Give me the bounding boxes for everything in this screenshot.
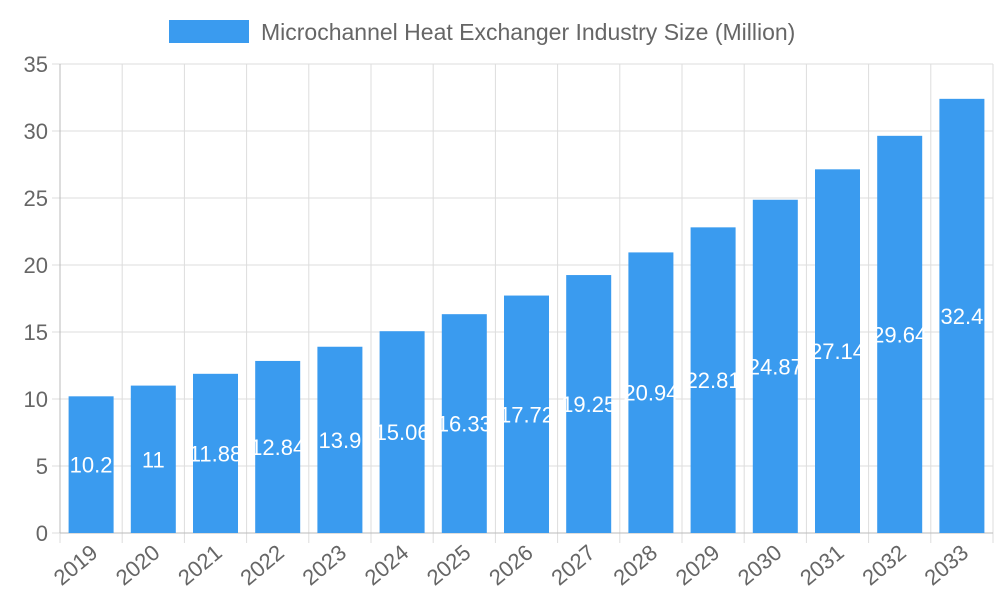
x-tick-label: 2029 (671, 540, 725, 591)
bar (939, 98, 985, 533)
bar (379, 331, 425, 533)
x-tick-label: 2031 (795, 540, 849, 591)
y-tick-label: 25 (24, 186, 48, 211)
x-tick-label: 2019 (49, 540, 103, 591)
x-tick-label: 2023 (298, 540, 352, 591)
data-label: 19.25 (561, 392, 616, 417)
data-label: 10.2 (70, 453, 113, 478)
legend-label: Microchannel Heat Exchanger Industry Siz… (261, 19, 795, 45)
y-tick-label: 0 (36, 521, 48, 546)
data-label: 11.88 (189, 441, 242, 466)
x-tick-label: 2028 (609, 540, 663, 591)
bar (130, 385, 176, 533)
bar (68, 396, 114, 533)
x-tick-label: 2033 (920, 540, 974, 591)
data-label: 22.81 (686, 368, 741, 393)
y-tick-label: 35 (24, 52, 48, 77)
bar (441, 314, 487, 533)
data-label: 24.87 (748, 354, 803, 379)
y-tick-label: 15 (24, 320, 48, 345)
x-tick-label: 2026 (484, 540, 538, 591)
bar (317, 346, 363, 533)
bar (628, 252, 674, 534)
bar (815, 169, 860, 533)
bar (752, 199, 798, 533)
x-tick-label: 2021 (173, 540, 227, 591)
data-label: 15.06 (375, 420, 430, 445)
y-tick-label: 20 (24, 253, 48, 278)
data-label: 16.33 (437, 412, 492, 437)
data-label: 13.9 (318, 428, 361, 453)
x-tick-label: 2024 (360, 540, 414, 591)
x-tick-label: 2020 (111, 540, 165, 591)
bar (690, 227, 736, 533)
legend-swatch (169, 20, 249, 43)
y-tick-label: 10 (24, 387, 48, 412)
data-label: 20.94 (623, 381, 678, 406)
data-label: 27.14 (810, 339, 865, 364)
x-tick-label: 2027 (546, 540, 600, 591)
x-tick-label: 2022 (235, 540, 289, 591)
bar (193, 373, 238, 533)
data-label: 32.4 (940, 304, 983, 329)
data-label: 12.84 (250, 435, 305, 460)
bar (566, 275, 612, 533)
x-tick-label: 2030 (733, 540, 787, 591)
x-tick-label: 2032 (857, 540, 911, 591)
bar (504, 295, 549, 533)
y-tick-label: 5 (36, 454, 48, 479)
data-label: 11 (142, 447, 165, 472)
bar (255, 360, 301, 533)
data-label: 29.64 (872, 322, 927, 347)
y-tick-label: 30 (24, 119, 48, 144)
x-tick-label: 2025 (422, 540, 476, 591)
bar (877, 135, 923, 533)
data-label: 17.72 (499, 402, 554, 427)
